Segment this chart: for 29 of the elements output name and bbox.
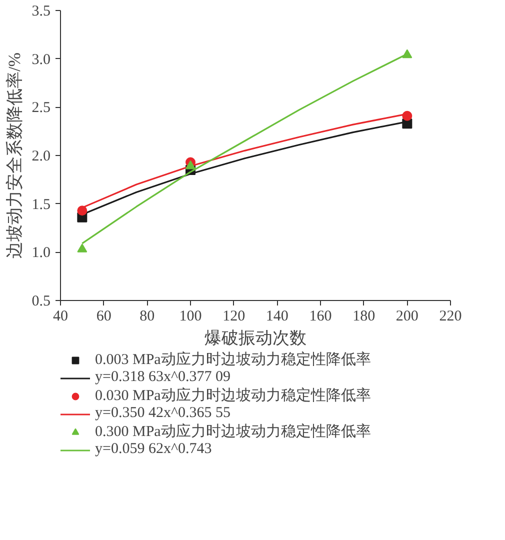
- y-tick-label: 3.0: [32, 52, 50, 68]
- point: [77, 206, 88, 216]
- y-tick-label: 0.5: [32, 294, 50, 310]
- y-tick-label: 3.5: [32, 4, 50, 20]
- x-tick-label: 160: [309, 308, 332, 324]
- x-axis-title: 爆破振动次数: [204, 328, 306, 348]
- legend-label: 0.003 MPa动应力时边坡动力稳定性降低率: [95, 350, 371, 369]
- legend-label: 0.300 MPa动应力时边坡动力稳定性降低率: [95, 422, 371, 441]
- x-tick-label: 200: [396, 308, 418, 324]
- x-tick-label: 140: [266, 308, 288, 324]
- x-tick-label: 100: [179, 308, 202, 324]
- legend-label: 0.030 MPa动应力时边坡动力稳定性降低率: [95, 386, 371, 405]
- x-tick-label: 40: [53, 308, 68, 324]
- y-tick-label: 2.5: [32, 100, 50, 116]
- y-tick-label: 1.5: [32, 196, 50, 213]
- x-tick-label: 80: [140, 308, 155, 324]
- point: [186, 160, 196, 170]
- legend-label: y=0.350 42x^0.365 55: [95, 405, 230, 422]
- point: [402, 110, 412, 121]
- legend-label: y=0.059 62x^0.743: [95, 441, 212, 458]
- x-tick-label: 120: [222, 308, 246, 324]
- y-axis-title: 边坡动力安全系数降低率/%: [4, 52, 24, 258]
- point: [77, 244, 88, 252]
- y-tick-label: 1.0: [32, 245, 50, 262]
- x-tick-label: 60: [96, 308, 112, 324]
- x-tick-label: 180: [352, 308, 376, 324]
- x-tick-label: 220: [439, 308, 462, 324]
- y-tick-label: 2.0: [32, 148, 50, 164]
- legend-label: y=0.318 63x^0.377 09: [95, 369, 230, 386]
